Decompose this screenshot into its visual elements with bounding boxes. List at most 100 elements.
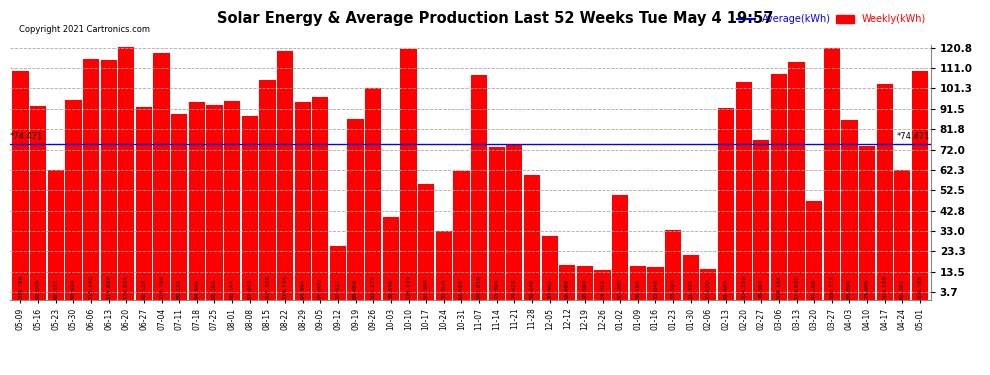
Text: 76.364: 76.364 [758, 279, 763, 299]
Bar [153, 53, 169, 300]
Bar [118, 48, 135, 300]
Text: 16.968: 16.968 [564, 279, 570, 299]
Text: 50.380: 50.380 [618, 278, 623, 299]
Bar [524, 176, 541, 300]
Text: 118.304: 118.304 [159, 275, 164, 299]
Text: 160.712: 160.712 [830, 275, 835, 299]
Bar [312, 97, 329, 300]
Text: 113.820: 113.820 [794, 275, 799, 299]
Bar [736, 81, 751, 300]
Text: 62.360: 62.360 [900, 279, 905, 299]
Bar [12, 70, 29, 300]
Text: 30.460: 30.460 [547, 279, 552, 299]
Bar [330, 246, 346, 300]
Text: 86.608: 86.608 [353, 279, 358, 299]
Bar [101, 60, 117, 300]
Bar [206, 105, 223, 300]
Text: 92.128: 92.128 [142, 279, 147, 299]
Bar [630, 266, 645, 300]
Bar [189, 102, 205, 300]
Text: 94.640: 94.640 [194, 279, 199, 299]
Text: 55.388: 55.388 [424, 278, 429, 299]
Bar [48, 170, 64, 300]
Bar [859, 146, 875, 300]
Text: 59.648: 59.648 [530, 279, 535, 299]
Text: 93.008: 93.008 [36, 278, 41, 299]
Bar [242, 116, 257, 300]
Text: 114.828: 114.828 [106, 275, 111, 299]
Text: *74.471: *74.471 [897, 132, 931, 141]
Text: 15.000: 15.000 [706, 279, 711, 299]
Bar [683, 255, 699, 300]
Bar [700, 268, 717, 300]
Text: 120.272: 120.272 [406, 275, 411, 299]
Text: 97.000: 97.000 [318, 278, 323, 299]
Text: 25.932: 25.932 [336, 278, 341, 299]
Text: 62.320: 62.320 [53, 279, 58, 299]
Bar [453, 171, 469, 300]
Bar [788, 62, 805, 300]
Bar [65, 99, 81, 300]
Text: 109.788: 109.788 [18, 275, 23, 299]
Text: 104.516: 104.516 [742, 275, 746, 299]
Text: 108.164: 108.164 [776, 275, 781, 299]
Bar [489, 147, 505, 300]
Text: 107.816: 107.816 [476, 275, 481, 299]
Text: 95.144: 95.144 [230, 279, 235, 299]
Bar [383, 217, 399, 300]
Bar [136, 107, 152, 300]
Bar [436, 231, 451, 300]
Bar [894, 170, 911, 300]
Bar [471, 75, 487, 300]
Text: 85.896: 85.896 [847, 279, 852, 299]
Bar [612, 195, 629, 300]
Text: 15.848: 15.848 [653, 279, 658, 299]
Bar [559, 264, 575, 300]
Text: 95.920: 95.920 [71, 278, 76, 299]
Bar [418, 184, 435, 300]
Bar [30, 106, 47, 300]
Text: 101.272: 101.272 [370, 275, 376, 299]
Text: 33.504: 33.504 [670, 278, 675, 299]
Bar [542, 236, 557, 300]
Text: 73.808: 73.808 [864, 278, 869, 299]
Text: 109.780: 109.780 [918, 275, 923, 299]
Bar [594, 270, 611, 300]
Text: 120.804: 120.804 [124, 275, 129, 299]
Text: 33.004: 33.004 [442, 278, 446, 299]
Text: 94.864: 94.864 [300, 279, 305, 299]
Text: 16.164: 16.164 [636, 279, 641, 299]
Bar [718, 108, 735, 300]
Text: Solar Energy & Average Production Last 52 Weeks Tue May 4 19:57: Solar Energy & Average Production Last 5… [217, 11, 773, 26]
Bar [753, 140, 769, 300]
Text: 16.384: 16.384 [582, 279, 587, 299]
Bar [506, 144, 523, 300]
Text: 21.332: 21.332 [688, 279, 693, 299]
Text: 103.108: 103.108 [882, 275, 887, 299]
Bar [824, 48, 840, 300]
Text: 73.304: 73.304 [494, 278, 499, 299]
Text: 74.428: 74.428 [512, 278, 517, 299]
Text: 89.120: 89.120 [177, 279, 182, 299]
Text: 119.244: 119.244 [282, 275, 287, 299]
Text: 93.168: 93.168 [212, 279, 217, 299]
Bar [842, 120, 857, 300]
Text: 105.356: 105.356 [265, 275, 270, 299]
Bar [224, 101, 241, 300]
Text: 47.168: 47.168 [812, 279, 817, 299]
Bar [647, 267, 663, 300]
Text: 115.240: 115.240 [88, 275, 93, 299]
Bar [806, 201, 823, 300]
Text: Copyright 2021 Cartronics.com: Copyright 2021 Cartronics.com [19, 25, 150, 34]
Bar [400, 49, 417, 300]
Bar [912, 70, 929, 300]
Bar [665, 230, 681, 300]
Bar [577, 266, 593, 300]
Bar [876, 84, 893, 300]
Text: 91.996: 91.996 [724, 279, 729, 299]
Bar [771, 74, 787, 300]
Bar [365, 88, 381, 300]
Bar [83, 59, 99, 300]
Text: 87.840: 87.840 [248, 278, 252, 299]
Bar [277, 51, 293, 300]
